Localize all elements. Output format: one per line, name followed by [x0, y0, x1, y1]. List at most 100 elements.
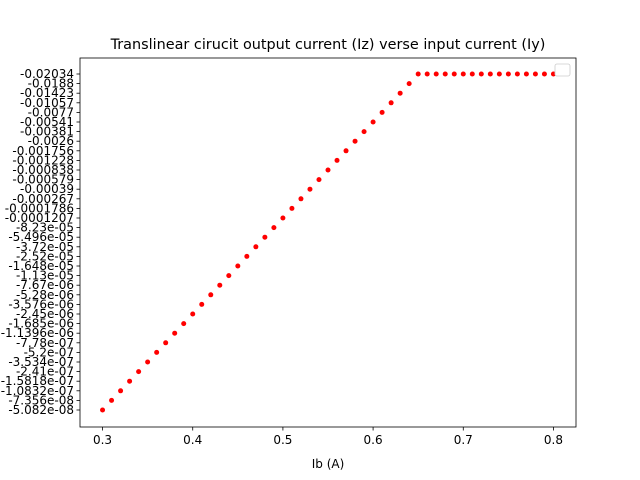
y-tick-label: -3.534e-07: [8, 355, 74, 369]
data-point: [478, 71, 484, 77]
x-tick-label: 0.6: [364, 433, 383, 447]
x-tick-label: 0.3: [93, 433, 112, 447]
data-point: [433, 71, 439, 77]
data-point: [379, 109, 385, 115]
x-axis-label: Ib (A): [312, 457, 345, 471]
y-tick-label: -5.496e-05: [8, 230, 74, 244]
y-tick-label: -1.13e-05: [16, 269, 74, 283]
y-tick-label: -2.45e-06: [16, 307, 74, 321]
y-tick-label: -1.1396e-06: [1, 326, 74, 340]
y-tick-label: -1.648e-05: [8, 259, 74, 273]
x-tick-label: 0.8: [544, 433, 563, 447]
y-tick-label: -0.000579: [12, 173, 74, 187]
data-point: [181, 321, 187, 327]
data-point: [172, 330, 178, 336]
data-point: [244, 253, 250, 259]
data-point: [415, 71, 421, 77]
data-point: [253, 244, 259, 250]
y-tick-label: -3.72e-05: [16, 240, 74, 254]
x-tick-label: 0.4: [183, 433, 202, 447]
data-point: [226, 273, 232, 279]
data-point: [289, 205, 295, 211]
data-point: [316, 177, 322, 183]
data-point: [271, 225, 277, 231]
data-point: [100, 407, 106, 413]
y-tick-label: -0.0001207: [5, 211, 74, 225]
data-point: [325, 167, 331, 173]
x-axis-ticks: 0.3 0.4 0.5 0.6 0.7 0.8: [93, 427, 563, 447]
data-point: [235, 263, 241, 269]
data-point: [496, 71, 502, 77]
plot-frame: [79, 57, 577, 428]
y-tick-label: -1.5818e-07: [1, 374, 74, 388]
data-point: [154, 349, 160, 355]
y-tick-label: -5.28e-06: [16, 288, 74, 302]
data-point: [136, 369, 142, 375]
data-point: [109, 397, 115, 403]
data-point: [280, 215, 286, 221]
y-tick-label: -0.0077: [28, 105, 74, 119]
y-tick-label: -0.01057: [20, 96, 74, 110]
data-point: [487, 71, 493, 77]
data-point: [460, 71, 466, 77]
data-point: [217, 282, 223, 288]
data-point: [397, 90, 403, 96]
y-tick-label: -5.2e-07: [24, 345, 74, 359]
y-tick-label: -3.576e-06: [8, 297, 74, 311]
data-point: [343, 148, 349, 154]
data-point: [163, 340, 169, 346]
data-point: [118, 388, 124, 394]
y-tick-label: -0.0026: [28, 134, 74, 148]
y-tick-label: -0.00039: [20, 182, 74, 196]
data-point: [388, 100, 394, 106]
y-tick-label: -0.0188: [28, 77, 74, 91]
y-tick-label: -0.000267: [12, 192, 74, 206]
legend-box: [554, 63, 571, 77]
y-tick-label: -0.001756: [12, 144, 74, 158]
data-point: [199, 301, 205, 307]
y-tick-label: -5.082e-08: [8, 403, 74, 417]
y-tick-label: -1.685e-06: [8, 317, 74, 331]
y-tick-label: -8.23e-05: [16, 221, 74, 235]
y-tick-label: -2.41e-07: [16, 365, 74, 379]
data-point: [190, 311, 196, 317]
data-point: [145, 359, 151, 365]
data-point: [208, 292, 214, 298]
y-tick-label: -7.78e-07: [16, 336, 74, 350]
x-tick-label: 0.5: [273, 433, 292, 447]
y-tick-label: -0.0001786: [5, 201, 74, 215]
y-tick-label: -7.356e-08: [8, 393, 74, 407]
data-point: [532, 71, 538, 77]
data-point: [514, 71, 520, 77]
chart-title: Translinear cirucit output current (Iz) …: [110, 37, 546, 53]
data-point: [262, 234, 268, 240]
data-point: [442, 71, 448, 77]
y-tick-label: -0.00381: [20, 125, 74, 139]
y-tick-label: -0.001228: [12, 153, 74, 167]
y-tick-label: -0.01423: [20, 86, 74, 100]
data-point: [127, 378, 133, 384]
data-point: [352, 138, 358, 144]
data-point: [361, 129, 367, 135]
data-point: [505, 71, 511, 77]
y-axis-ticks: -5.082e-08-7.356e-08-1.0832e-07-1.5818e-…: [1, 67, 80, 417]
y-tick-label: -7.67e-06: [16, 278, 74, 292]
data-point: [424, 71, 430, 77]
data-point: [541, 71, 547, 77]
y-tick-label: -0.000838: [12, 163, 74, 177]
data-point: [469, 71, 475, 77]
data-point: [298, 196, 304, 202]
y-tick-label: -0.02034: [20, 67, 74, 81]
data-point: [406, 81, 412, 87]
data-points: [100, 71, 556, 413]
data-point: [523, 71, 529, 77]
x-tick-label: 0.7: [454, 433, 473, 447]
data-point: [307, 186, 313, 192]
y-tick-label: -1.0832e-07: [1, 384, 74, 398]
data-point: [451, 71, 457, 77]
data-point: [334, 157, 340, 163]
data-point: [370, 119, 376, 125]
y-tick-label: -2.52e-05: [16, 249, 74, 263]
